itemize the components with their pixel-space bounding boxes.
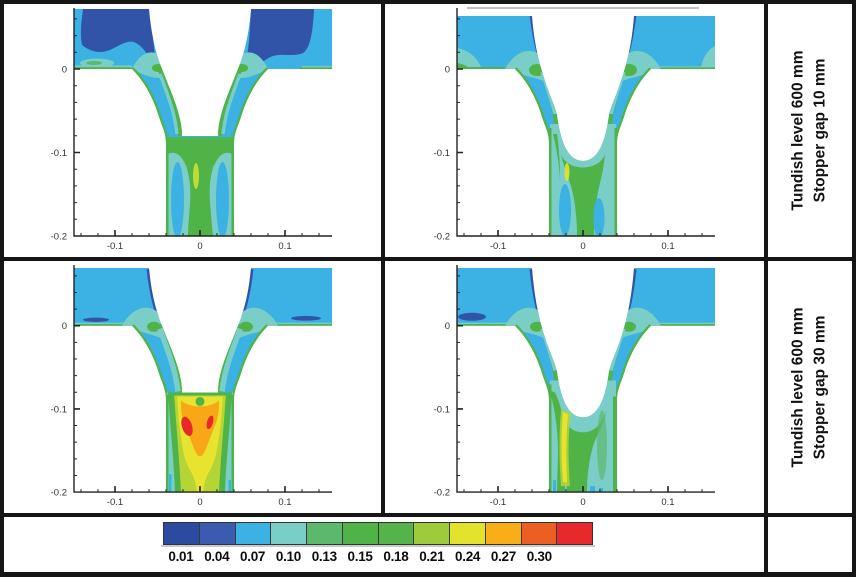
colorbar-labels: 0.01 0.04 0.07 0.10 0.13 0.15 0.18 0.21 0.24 0.27… (163, 549, 593, 567)
row-label-text: Tundish level 600 mm Stopper gap 10 mm (788, 51, 833, 211)
colorbar-tick-label: 0.18 (383, 549, 409, 564)
row-label-bottom: Tundish level 600 mm Stopper gap 30 mm (768, 261, 852, 513)
fluid-contour-region (74, 267, 332, 493)
colorbar-segment (556, 523, 592, 544)
x-tick-label: 0.1 (278, 241, 291, 252)
contour-plot-gap10-flat-nose: 0 -0.1 -0.2 -0.1 0 0.1 (51, 8, 332, 252)
axis-line (73, 264, 332, 493)
y-tick-label: 0 (445, 321, 450, 332)
colorbar-tick-label: 0.01 (168, 549, 194, 564)
axes: 0 -0.1 -0.2 -0.1 0 0.1 (434, 264, 715, 508)
contour-plot-gap10-round-nose: 0 -0.1 -0.2 -0.1 0 0.1 (434, 7, 715, 252)
colorbar-tick-label: 0.15 (347, 549, 373, 564)
colorbar-segment (377, 523, 414, 544)
axis-line (457, 324, 669, 493)
fluid-contour-region (74, 9, 332, 236)
x-tick-label: -0.1 (107, 497, 123, 508)
y-tick-label: 0 (62, 321, 67, 332)
colorbar-tick-label: 0.27 (490, 549, 516, 564)
panel-top-left: 0 -0.1 -0.2 -0.1 0 0.1 (4, 4, 381, 257)
x-tick-label: 0 (197, 241, 202, 252)
row-divider-2 (0, 513, 856, 517)
colorbar-segment (484, 523, 521, 544)
colorbar-tick-label: 0.04 (204, 549, 230, 564)
axes: 0 -0.1 -0.2 -0.1 0 0.1 (51, 264, 332, 508)
colorbar-segment (341, 523, 378, 544)
y-tick-label: -0.1 (434, 404, 450, 415)
axis-line (74, 275, 320, 493)
axis-line (73, 8, 332, 237)
axis-line (457, 68, 669, 236)
panel-bottom-left: 0 -0.1 -0.2 -0.1 0 0.1 (4, 261, 381, 513)
fluid-contour-region (457, 16, 715, 236)
y-tick-label: -0.1 (434, 148, 450, 159)
y-tick-label: -0.2 (51, 232, 67, 243)
column-divider-labels (764, 0, 768, 577)
row-label-line2: Stopper gap 10 mm (812, 58, 829, 203)
colorbar-shadow (161, 545, 595, 547)
x-tick-label: 0 (580, 241, 585, 252)
y-tick-label: -0.2 (434, 488, 450, 499)
x-tick-label: -0.1 (490, 241, 506, 252)
colorbar-segment (520, 523, 557, 544)
fluid-contour-region (457, 267, 715, 493)
colorbar-tick-label: 0.13 (311, 549, 337, 564)
axis-line (456, 264, 715, 493)
x-tick-label: 0.1 (661, 241, 674, 252)
row-label-top: Tundish level 600 mm Stopper gap 10 mm (768, 4, 852, 257)
row-label-line1: Tundish level 600 mm (789, 307, 807, 467)
x-tick-label: 0.1 (661, 497, 674, 508)
row-label-line1: Tundish level 600 mm (789, 50, 807, 211)
axis-line (74, 324, 286, 493)
contour-plot-gap30-round-nose: 0 -0.1 -0.2 -0.1 0 0.1 (434, 264, 715, 508)
x-tick-label: 0.1 (278, 497, 291, 508)
colorbar-segment (306, 523, 342, 544)
axis-line (457, 275, 703, 493)
table-border-right (852, 0, 856, 577)
x-tick-label: 0 (197, 497, 202, 508)
y-tick-label: -0.1 (51, 148, 67, 159)
table-border-top (0, 0, 856, 4)
colorbar-tick-label: 0.21 (419, 549, 445, 564)
colorbar-segment (413, 523, 449, 544)
colorbar-segments (163, 522, 593, 545)
colorbar-segment (449, 523, 485, 544)
y-tick-label: -0.1 (51, 404, 67, 415)
row-divider-1 (0, 257, 856, 261)
y-tick-label: -0.2 (434, 232, 450, 243)
row-label-line2: Stopper gap 30 mm (812, 315, 829, 459)
panel-top-right: 0 -0.1 -0.2 -0.1 0 0.1 (387, 4, 764, 257)
y-tick-label: 0 (62, 65, 67, 76)
row-label-text: Tundish level 600 mm Stopper gap 30 mm (788, 307, 833, 467)
axis-line (74, 18, 320, 236)
colorbar-segment (198, 523, 235, 544)
x-tick-label: 0 (580, 497, 585, 508)
axis-line (457, 18, 703, 236)
axes: 0 -0.1 -0.2 -0.1 0 0.1 (51, 8, 332, 252)
y-tick-label: -0.2 (51, 488, 67, 499)
contour-plot-gap30-flat-nose: 0 -0.1 -0.2 -0.1 0 0.1 (51, 264, 332, 508)
colorbar-segment (234, 523, 271, 544)
colorbar-segment (164, 523, 199, 544)
table-border-bottom (0, 572, 856, 577)
panel-bottom-right: 0 -0.1 -0.2 -0.1 0 0.1 (387, 261, 764, 513)
colorbar-tick-label: 0.30 (526, 549, 552, 564)
axis-line (74, 68, 286, 236)
colorbar-segment (270, 523, 306, 544)
y-tick-label: 0 (445, 65, 450, 76)
table-border-left (0, 0, 4, 577)
colorbar-tick-label: 0.24 (455, 549, 481, 564)
x-tick-label: -0.1 (107, 241, 123, 252)
x-tick-label: -0.1 (490, 497, 506, 508)
colorbar-legend: 0.01 0.04 0.07 0.10 0.13 0.15 0.18 0.21 0.24 0.27… (4, 517, 764, 572)
column-divider-plots (381, 0, 385, 517)
colorbar-tick-label: 0.10 (275, 549, 301, 564)
colorbar-tick-label: 0.07 (240, 549, 266, 564)
axes: 0 -0.1 -0.2 -0.1 0 0.1 (434, 8, 715, 252)
axis-line (456, 8, 715, 237)
